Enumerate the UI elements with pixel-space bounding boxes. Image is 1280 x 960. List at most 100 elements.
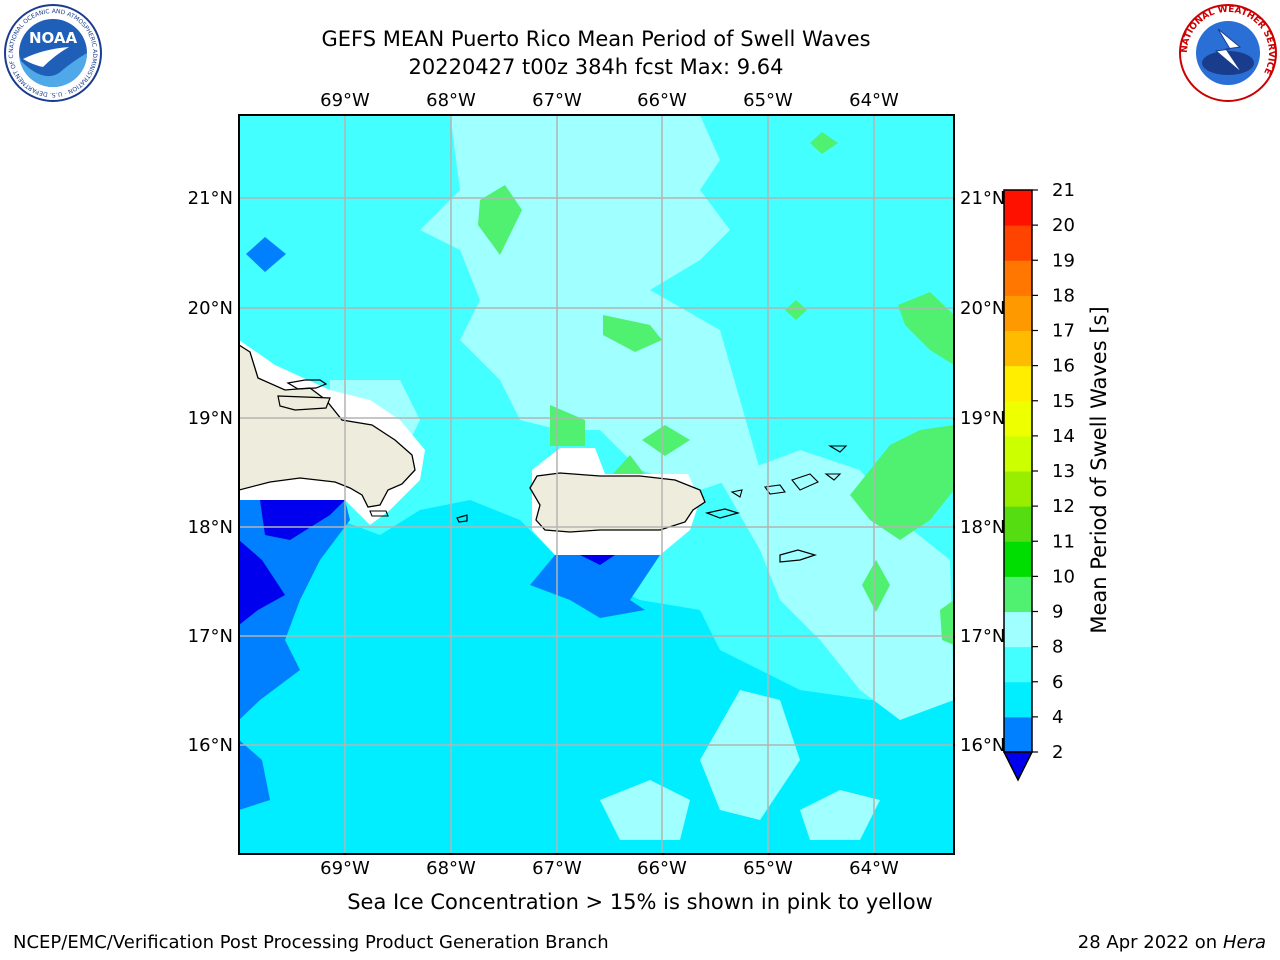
- lon-label-bottom: 65°W: [743, 858, 793, 879]
- lat-label-right: 19°N: [960, 408, 1005, 429]
- contour-9-10-i: [850, 425, 954, 540]
- colorbar-tick-label: 21: [1052, 180, 1075, 201]
- lat-label-left: 21°N: [188, 188, 233, 209]
- colorbar-segment: [1004, 541, 1032, 577]
- colorbar-segment: [1004, 330, 1032, 367]
- footer-branch: NCEP/EMC/Verification Post Processing Pr…: [13, 932, 609, 953]
- contour-9-10-j: [862, 560, 890, 612]
- colorbar-segment: [1004, 681, 1032, 718]
- lat-label-left: 17°N: [188, 626, 233, 647]
- map-frame: [238, 114, 955, 855]
- lat-label-right: 21°N: [960, 188, 1005, 209]
- contour-9-10-e: [612, 455, 645, 475]
- lat-label-right: 20°N: [960, 298, 1005, 319]
- colorbar-tick-label: 2: [1052, 742, 1063, 763]
- chart-subtitle: 20220427 t00z 384h fcst Max: 9.64: [408, 55, 784, 79]
- colorbar-tick-label: 13: [1052, 461, 1075, 482]
- sea-ice-note: Sea Ice Concentration > 15% is shown in …: [347, 890, 933, 914]
- lat-label-left: 20°N: [188, 298, 233, 319]
- land-tortuga: [286, 379, 328, 390]
- noaa-logo: NOAA NATIONAL OCEANIC AND ATMOSPHERIC AD…: [3, 3, 102, 102]
- footer-machine: Hera: [1222, 932, 1266, 953]
- colorbar-segment: [1004, 646, 1032, 683]
- contour-9-10-b: [603, 315, 662, 352]
- map-area: [239, 115, 954, 854]
- lon-label-top: 64°W: [849, 90, 899, 111]
- lat-label-left: 18°N: [188, 517, 233, 538]
- land-saona: [369, 510, 389, 517]
- colorbar-segment: [1004, 365, 1032, 402]
- nws-logo: NATIONAL WEATHER SERVICE: [1179, 4, 1277, 102]
- graticule: [239, 115, 954, 854]
- colorbar-segment: [1004, 260, 1032, 296]
- contour-8-9-sw: [800, 790, 880, 840]
- contour-9-10-k: [940, 600, 954, 645]
- land-hispaniola-north-spit: [277, 395, 331, 411]
- lon-label-bottom: 69°W: [320, 858, 370, 879]
- colorbar-tick-label: 18: [1052, 285, 1075, 306]
- colorbar-segment: [1004, 506, 1032, 542]
- lon-label-top: 67°W: [532, 90, 582, 111]
- contour-8-9-south: [700, 690, 800, 820]
- colorbar-segment: [1004, 716, 1032, 753]
- colorbar-tick-label: 19: [1052, 250, 1075, 271]
- noaa-logo-text: NOAA: [29, 29, 78, 47]
- colorbar-segment: [1004, 576, 1032, 612]
- colorbar-tick-label: 15: [1052, 391, 1075, 412]
- lon-label-top: 69°W: [320, 90, 370, 111]
- land-vieques: [704, 508, 741, 519]
- contour-2-4-nw-dot: [246, 237, 286, 272]
- colorbar-tick-label: 9: [1052, 602, 1063, 623]
- land-st-croix: [779, 549, 818, 563]
- colorbar-segment: [1004, 225, 1032, 261]
- chart-title: GEFS MEAN Puerto Rico Mean Period of Swe…: [321, 27, 871, 51]
- colorbar-tick-label: 14: [1052, 426, 1075, 447]
- colorbar-tick-label: 16: [1052, 356, 1075, 377]
- contour-2-4-south-pr: [530, 555, 660, 618]
- contour-9-10-c: [550, 405, 585, 446]
- contour-9-10-f: [810, 132, 838, 154]
- lat-label-right: 16°N: [960, 735, 1005, 756]
- colorbar-under-extension: [1002, 751, 1034, 782]
- colorbar-segment: [1004, 190, 1032, 226]
- contour-9-10-d: [642, 425, 690, 456]
- lon-label-top: 66°W: [637, 90, 687, 111]
- colorbar-tick-label: 12: [1052, 496, 1075, 517]
- lat-label-left: 16°N: [188, 735, 233, 756]
- colorbar-tick-label: 11: [1052, 531, 1075, 552]
- colorbar-segment: [1004, 400, 1032, 437]
- colorbar-tick-label: 17: [1052, 321, 1075, 342]
- contour-below-2-nw: [260, 500, 345, 540]
- colorbar: 2 4 6 8 9 10 11 12 13 14 15 16 17 18 19 20 21: [1002, 180, 1075, 782]
- land-virgin-islands: [730, 445, 848, 498]
- colorbar-tick-label: 6: [1052, 672, 1063, 693]
- lon-label-bottom: 67°W: [532, 858, 582, 879]
- contour-below-2-prsouth: [580, 555, 615, 565]
- contour-below-2-west: [239, 540, 285, 625]
- contour-9-10-a: [478, 185, 522, 255]
- colorbar-label: Mean Period of Swell Waves [s]: [1087, 306, 1111, 633]
- contour-2-4-west: [239, 500, 350, 720]
- lon-label-bottom: 68°W: [426, 858, 476, 879]
- footer-date: 28 Apr 2022 on Hera: [1078, 932, 1266, 953]
- land-mona: [456, 514, 468, 523]
- footer-date-text: 28 Apr 2022 on: [1077, 932, 1223, 953]
- colorbar-tick-label: 8: [1052, 637, 1063, 658]
- contour-9-10-h: [898, 292, 954, 365]
- contour-8-9-sc: [600, 780, 690, 840]
- colorbar-tick-label: 10: [1052, 566, 1075, 587]
- lat-label-right: 18°N: [960, 517, 1005, 538]
- lon-label-top: 68°W: [426, 90, 476, 111]
- contour-9-10-g: [785, 300, 807, 320]
- contour-2-4-west-lower: [239, 740, 270, 810]
- colorbar-segment: [1004, 611, 1032, 648]
- colorbar-tick-label: 4: [1052, 707, 1063, 728]
- lon-label-bottom: 66°W: [637, 858, 687, 879]
- colorbar-tick-label: 20: [1052, 215, 1075, 236]
- lat-label-left: 19°N: [188, 408, 233, 429]
- lon-label-top: 65°W: [743, 90, 793, 111]
- lon-label-bottom: 64°W: [849, 858, 899, 879]
- lat-label-right: 17°N: [960, 626, 1005, 647]
- colorbar-segment: [1004, 435, 1032, 472]
